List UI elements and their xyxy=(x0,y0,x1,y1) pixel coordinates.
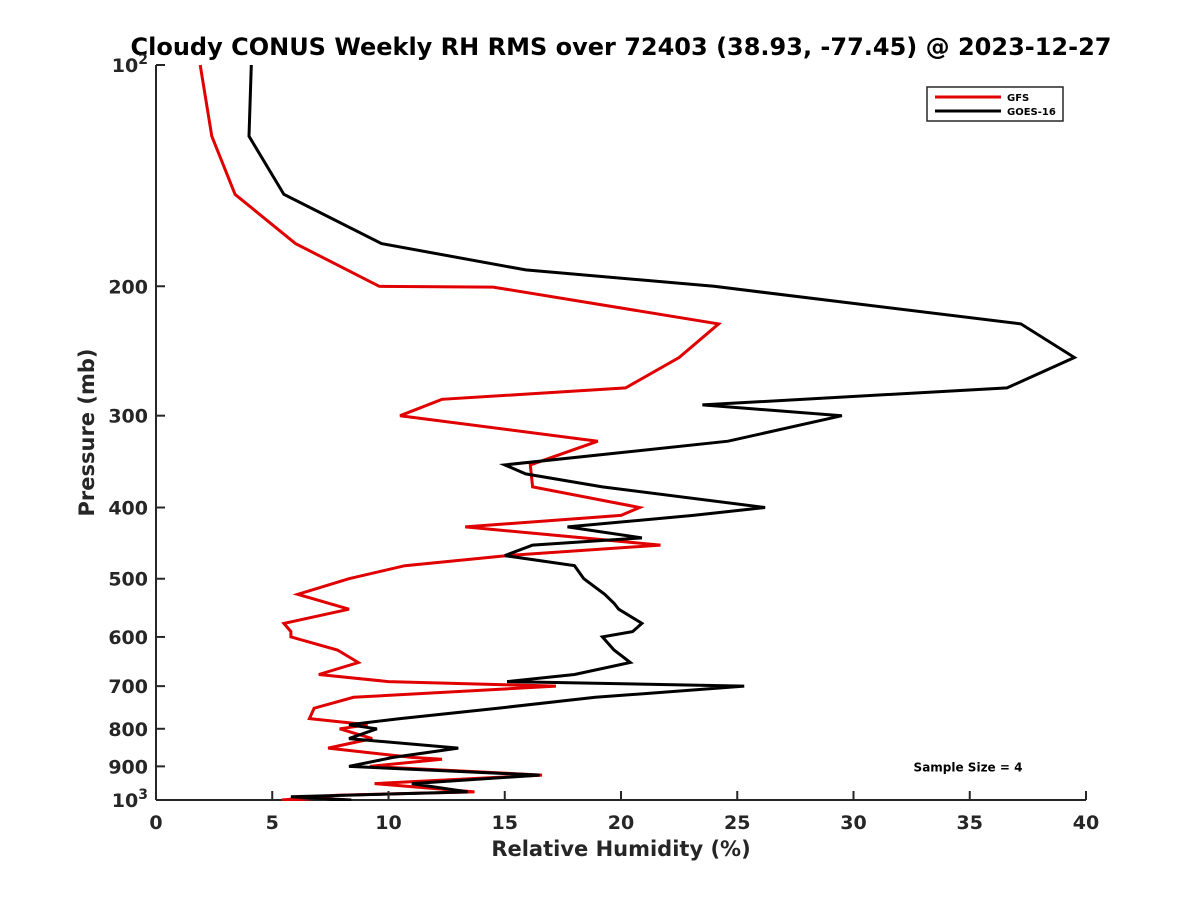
y-tick-label: 200 xyxy=(108,276,148,298)
y-tick-label: 102 xyxy=(112,52,148,77)
y-tick-label: 103 xyxy=(112,787,148,812)
x-axis-label: Relative Humidity (%) xyxy=(491,837,750,861)
y-axis-label: Pressure (mb) xyxy=(75,349,99,517)
x-tick-label: 10 xyxy=(375,812,401,834)
x-tick-label: 20 xyxy=(608,812,634,834)
chart-title: Cloudy CONUS Weekly RH RMS over 72403 (3… xyxy=(131,33,1112,61)
x-tick-label: 5 xyxy=(266,812,279,834)
sample-size-annotation: Sample Size = 4 xyxy=(914,760,1023,774)
x-tick-label: 40 xyxy=(1073,812,1099,834)
x-tick-label: 0 xyxy=(149,812,162,834)
legend: GFS GOES-16 xyxy=(926,86,1064,122)
legend-box xyxy=(926,86,1064,122)
series-group xyxy=(198,64,1078,801)
series-line-gfs xyxy=(198,64,723,801)
x-tick-label: 25 xyxy=(724,812,750,834)
x-axis: 0 5 10 15 20 25 30 35 40 xyxy=(149,791,1099,834)
x-tick-label: 35 xyxy=(957,812,983,834)
x-tick-label: 15 xyxy=(492,812,518,834)
y-tick-label: 800 xyxy=(108,719,148,741)
y-tick-label: 900 xyxy=(108,756,148,778)
legend-label: GFS xyxy=(1007,93,1029,104)
x-tick-label: 30 xyxy=(840,812,866,834)
y-tick-label: 300 xyxy=(108,406,148,428)
y-tick-label: 400 xyxy=(108,498,148,520)
legend-label: GOES-16 xyxy=(1007,107,1056,118)
y-tick-label: 500 xyxy=(108,569,148,591)
series-line-goes-16 xyxy=(247,64,1078,801)
y-tick-label: 600 xyxy=(108,627,148,649)
y-axis: 102 200 300 400 500 600 700 800 900 103 xyxy=(108,52,165,812)
plot-area xyxy=(155,64,1086,801)
y-tick-label: 700 xyxy=(108,676,148,698)
